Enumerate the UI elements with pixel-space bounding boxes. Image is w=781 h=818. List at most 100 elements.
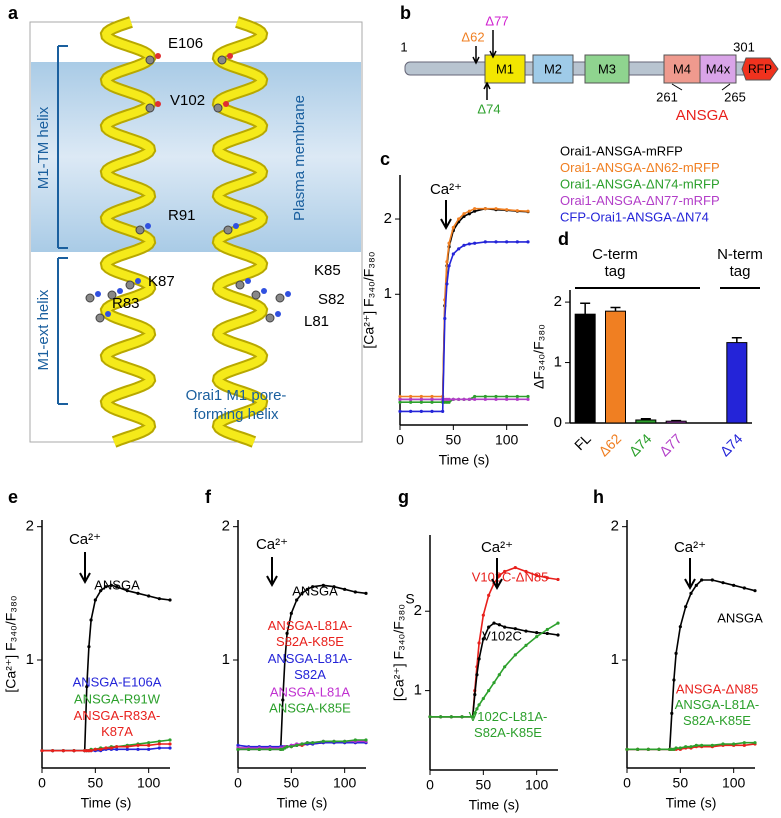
data-point — [689, 591, 693, 595]
x-tick-label: 100 — [525, 777, 549, 793]
data-point — [398, 394, 402, 399]
data-point — [147, 743, 151, 747]
data-point — [467, 242, 471, 246]
deletion-label: Δ77 — [485, 13, 508, 28]
data-point — [742, 743, 746, 747]
data-point — [295, 598, 299, 602]
stimulus-arrow — [491, 558, 503, 591]
atom — [85, 293, 95, 303]
data-point — [710, 743, 714, 747]
data-point — [625, 747, 629, 751]
x-axis-label: Time (s) — [439, 452, 490, 468]
data-point — [515, 240, 519, 244]
x-tick-label: 0 — [396, 432, 404, 448]
data-point — [428, 715, 432, 719]
data-point — [513, 627, 517, 631]
x-tick-label: Δ74 — [626, 430, 655, 459]
data-point — [473, 711, 477, 715]
error-bar — [671, 419, 682, 422]
data-point — [281, 698, 285, 702]
data-point — [157, 742, 161, 746]
stimulus-label: Ca²⁺ — [69, 531, 101, 548]
data-point — [545, 631, 549, 636]
data-point — [447, 400, 451, 404]
y-tick-label: 1 — [554, 354, 562, 371]
data-point — [481, 696, 485, 701]
data-point — [305, 587, 309, 591]
x-tick-label: 0 — [38, 775, 46, 791]
data-point — [157, 597, 161, 601]
bar — [665, 420, 687, 424]
data-point — [89, 618, 93, 622]
data-point — [104, 746, 108, 750]
data-point — [684, 605, 688, 609]
panel-label: h — [593, 487, 604, 507]
data-point — [168, 742, 172, 746]
data-point — [343, 739, 347, 743]
series-label: Orai1-ANSGA-ΔN62-mRFP — [560, 160, 720, 175]
data-point — [115, 745, 119, 749]
x-tick-label: Δ62 — [595, 430, 624, 459]
data-point — [51, 749, 55, 753]
data-point — [343, 587, 347, 591]
data-point — [545, 576, 549, 580]
data-point — [321, 739, 325, 743]
y-tick-label: 0 — [554, 414, 562, 431]
series-label: Orai1-ANSGA-ΔN74-mRFP — [560, 176, 720, 191]
data-point — [473, 207, 477, 211]
data-point — [447, 241, 451, 245]
series-label: Orai1-ANSGA-ΔN77-mRFP — [560, 193, 720, 208]
data-point — [545, 627, 549, 632]
y-tick-label: 2 — [26, 518, 34, 535]
data-point — [684, 745, 688, 749]
error-bar — [610, 306, 621, 312]
data-point — [283, 658, 287, 662]
data-point — [473, 209, 477, 213]
x-tick-label: FL — [571, 430, 594, 453]
data-point — [487, 593, 491, 597]
data-point — [332, 739, 336, 743]
atom — [245, 278, 251, 284]
series-label: ANSGA-E106A — [73, 674, 162, 689]
data-point — [473, 692, 477, 697]
data-point — [467, 209, 471, 213]
atom — [217, 55, 227, 65]
bar — [726, 342, 748, 424]
atom — [125, 280, 135, 290]
data-point — [457, 397, 461, 401]
domain-label: M4x — [706, 61, 731, 76]
data-point — [556, 621, 560, 625]
y-axis-label: ΔF₃₄₀/F₃₈₀ — [531, 324, 547, 389]
data-point — [157, 739, 161, 743]
series-label: CFP-Orai1-ANSGA-ΔN74 — [560, 209, 709, 224]
atom — [135, 278, 141, 284]
data-point — [505, 240, 509, 244]
data-point — [497, 573, 501, 578]
x-tick-label: 50 — [476, 777, 492, 793]
data-point — [136, 591, 140, 595]
domain-label: RFP — [748, 62, 772, 76]
atom — [223, 225, 233, 235]
data-point — [236, 743, 240, 747]
data-point — [657, 747, 661, 751]
data-point — [515, 209, 519, 213]
deletion-arrow — [472, 30, 497, 100]
data-point — [168, 738, 172, 742]
atom — [275, 311, 281, 317]
atom — [275, 293, 285, 303]
data-point — [257, 747, 261, 751]
atom — [135, 225, 145, 235]
data-point — [447, 264, 451, 268]
residue-number: 261 — [656, 89, 678, 104]
data-point — [115, 747, 119, 751]
data-point — [753, 589, 757, 593]
data-point — [419, 397, 423, 401]
caption: forming helix — [193, 406, 279, 423]
data-point — [268, 747, 272, 751]
data-point — [93, 598, 97, 602]
data-point — [556, 633, 560, 637]
data-point — [451, 252, 455, 256]
bar — [635, 419, 657, 424]
data-point — [457, 247, 461, 251]
data-point — [398, 397, 402, 401]
